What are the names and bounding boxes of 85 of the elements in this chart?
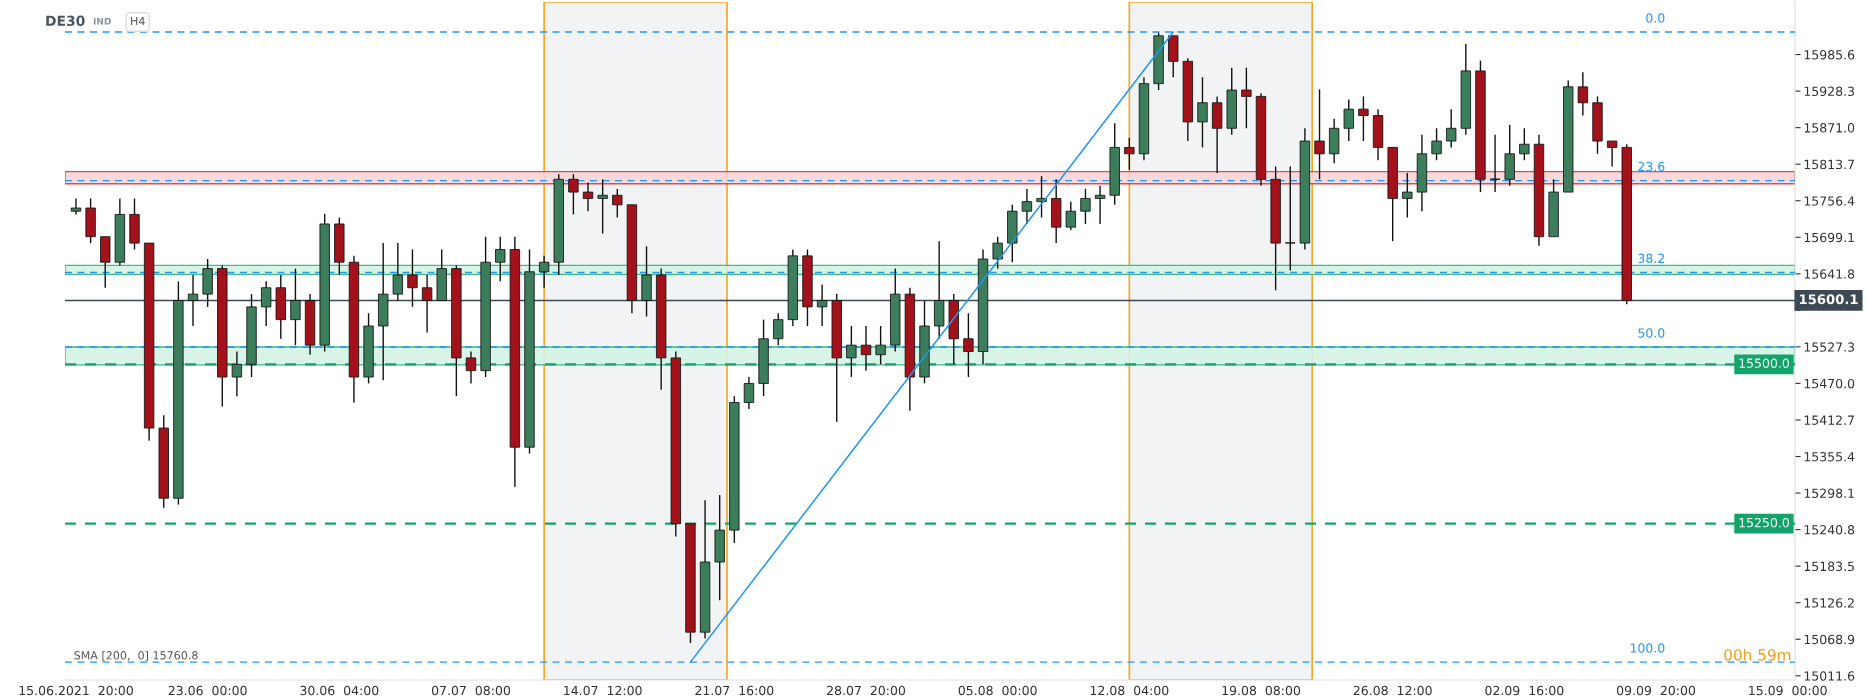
candlestick: [1577, 71, 1589, 117]
x-tick-label: 28.07 20:00: [827, 685, 906, 696]
y-tick-label: 15641.8: [1804, 269, 1855, 279]
y-tick-label: 15813.7: [1804, 159, 1854, 170]
x-tick-label: 23.06 00:00: [168, 685, 247, 696]
candlestick: [1519, 127, 1530, 161]
x-tick-label: 02.09 16:00: [1485, 685, 1564, 696]
x-tick-label: 14.07 12:00: [564, 685, 642, 696]
y-tick-label: 15699.1: [1804, 232, 1854, 243]
candlestick: [568, 173, 579, 216]
candlestick: [1080, 188, 1091, 225]
candlestick: [582, 181, 594, 212]
candlestick: [612, 188, 623, 219]
x-tick-label: 21.07 16:00: [695, 685, 774, 696]
candlestick: [495, 236, 506, 283]
candlestick: [421, 274, 433, 334]
candlestick: [538, 255, 550, 289]
candlestick: [1431, 127, 1442, 161]
text: IND: [93, 17, 111, 25]
candlestick: [1343, 98, 1354, 142]
candlestick: [1606, 140, 1618, 168]
candlestick: [465, 350, 477, 385]
candlestick: [407, 248, 418, 308]
ref-line-label: 15500.0: [1739, 358, 1789, 368]
x-tick-label: 26.08 12:00: [1353, 685, 1432, 696]
x-tick-label: 12.08 04:00: [1090, 685, 1169, 696]
y-tick-label: 15355.4: [1804, 451, 1855, 462]
candlestick: [1358, 95, 1369, 142]
annotation: 50.0: [1638, 328, 1665, 338]
y-tick-label: 15183.5: [1804, 561, 1854, 572]
candlestick: [1285, 165, 1296, 272]
candlestick: [392, 242, 404, 302]
ref-line-label: 15250.0: [1739, 517, 1789, 528]
candlestick: [1094, 184, 1106, 225]
x-tick-label: 15.06.2021 20:00: [19, 685, 133, 696]
candlestick: [1197, 76, 1208, 149]
candlestick: [860, 325, 872, 372]
candlestick: [1241, 67, 1252, 129]
candlestick: [1314, 88, 1325, 181]
candlestick: [773, 312, 784, 346]
x-tick-label: 05.08 00:00: [958, 685, 1037, 696]
annotation: 00h 59m: [1724, 648, 1791, 661]
candlestick: [992, 236, 1003, 270]
candlestick: [187, 274, 199, 327]
candlestick: [231, 350, 243, 397]
candlestick: [743, 376, 755, 410]
candlestick: [70, 197, 82, 216]
candlestick: [597, 178, 608, 235]
y-tick-label: 15011.6: [1804, 671, 1855, 681]
candlestick: [1489, 133, 1501, 193]
annotation: 23.6: [1638, 161, 1665, 172]
x-tick-label: 19.08 08:00: [1222, 685, 1301, 696]
text: DE30: [46, 15, 85, 27]
candlestick: [1124, 137, 1135, 171]
y-tick-label: 15068.9: [1804, 634, 1855, 645]
y-tick-label: 15470.0: [1804, 378, 1855, 389]
candlestick: [260, 280, 272, 327]
candlestick: [816, 283, 828, 327]
candlestick: [963, 312, 974, 378]
y-tick-label: 15412.7: [1804, 415, 1854, 425]
x-tick-label: 09.09 20:00: [1616, 685, 1696, 696]
candlestick: [290, 267, 301, 346]
annotation: 0.0: [1646, 13, 1665, 23]
candlestick: [875, 325, 886, 365]
candlestick: [846, 325, 857, 378]
annotation: H4: [131, 16, 145, 26]
x-tick-label: 07.07 08:00: [431, 685, 511, 696]
candlestick: [1065, 200, 1076, 232]
y-tick-label: 15871.0: [1804, 123, 1855, 133]
y-tick-label: 15527.3: [1804, 342, 1855, 352]
annotation: SMA [200, 0] 15760.8: [74, 650, 198, 661]
y-tick-label: 15298.1: [1804, 488, 1854, 498]
ref-line-label: 15600.1: [1799, 294, 1858, 305]
annotation: 38.2: [1638, 253, 1664, 264]
y-tick-label: 15240.8: [1804, 525, 1855, 535]
candlestick: [1446, 108, 1457, 149]
y-tick-label: 15985.6: [1804, 50, 1855, 60]
annotation: 100.0: [1630, 643, 1665, 653]
candlestick: [1402, 172, 1413, 219]
y-tick-label: 15756.4: [1804, 196, 1855, 206]
candlestick: [1021, 188, 1033, 225]
x-tick-label: 15.09 00:00: [1749, 685, 1827, 696]
y-tick-label: 15126.2: [1804, 598, 1854, 608]
x-tick-label: 30.06 04:00: [300, 685, 379, 696]
y-tick-label: 15928.3: [1804, 86, 1855, 97]
